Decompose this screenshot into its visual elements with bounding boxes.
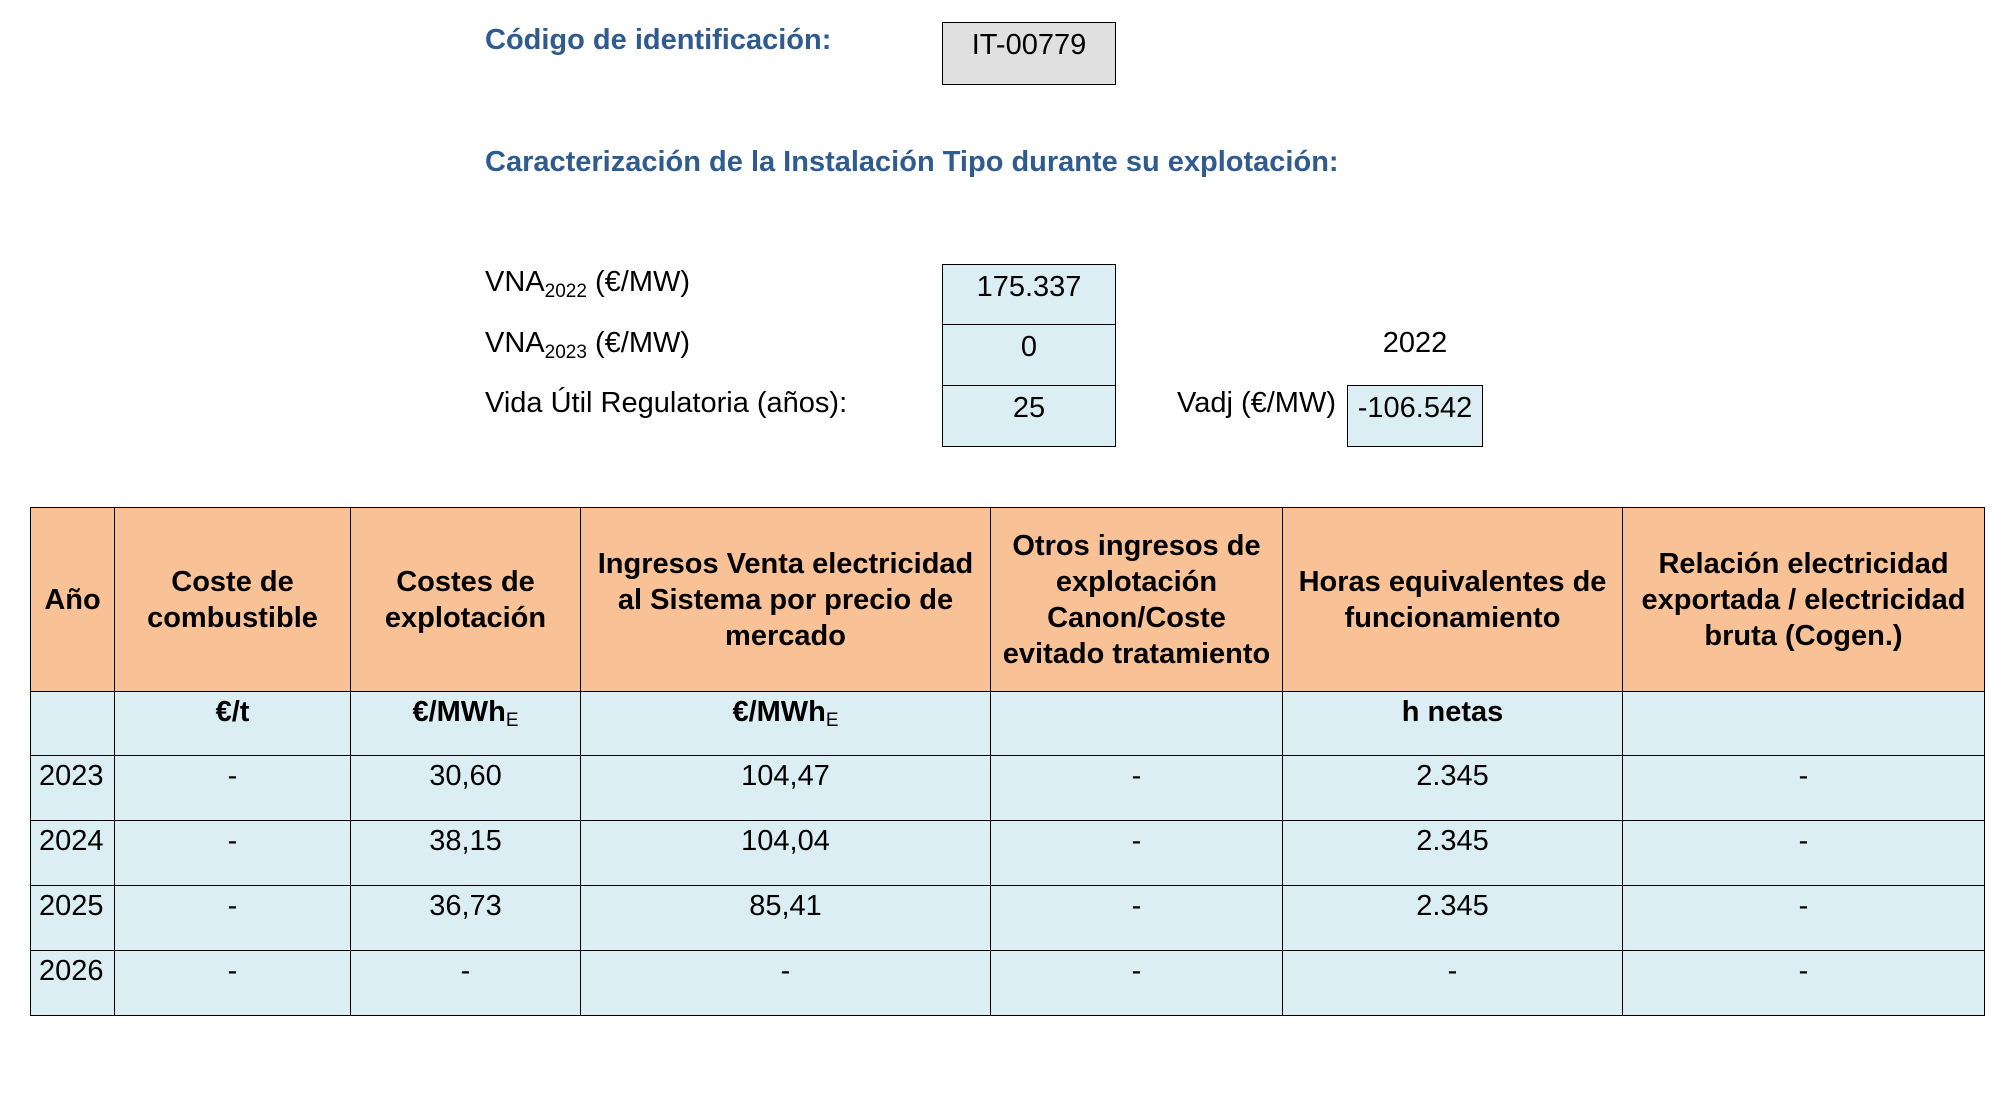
table-cell: - (114, 885, 351, 951)
table-cell: 36,73 (350, 885, 581, 951)
table-cell: - (114, 950, 351, 1016)
table-cell: 2.345 (1282, 820, 1623, 886)
vida-util-value: 25 (942, 385, 1116, 447)
table-row: 2026 - - - - - - (30, 950, 1985, 1016)
id-label: Código de identificación: (485, 24, 832, 56)
table-cell: - (990, 820, 1283, 886)
vna2022-value: 175.337 (942, 264, 1116, 326)
table-cell: 85,41 (580, 885, 991, 951)
table-cell: - (990, 755, 1283, 821)
unit-cell: h netas (1282, 691, 1623, 756)
year-cell: 2025 (30, 885, 115, 951)
col-header-fuel-cost: Coste de combustible (114, 507, 351, 692)
col-header-year: Año (30, 507, 115, 692)
col-header-equivalent-hours: Horas equivalentes de funcionamiento (1282, 507, 1623, 692)
col-header-other-income: Otros ingresos de explotación Canon/Cost… (990, 507, 1283, 692)
table-row: 2024 - 38,15 104,04 - 2.345 - (30, 820, 1985, 886)
vadj-label: Vadj (€/MW) (1177, 387, 1336, 419)
table-cell: 38,15 (350, 820, 581, 886)
table-cell: - (580, 950, 991, 1016)
table-cell: 2.345 (1282, 885, 1623, 951)
table-cell: - (1622, 755, 1985, 821)
col-header-market-income: Ingresos Venta electricidad al Sistema p… (580, 507, 991, 692)
vna2023-label: VNA2023 (€/MW) (485, 327, 691, 363)
table-cell: - (1282, 950, 1623, 1016)
table-cell: - (990, 885, 1283, 951)
col-header-operating-cost: Costes de explotación (350, 507, 581, 692)
table-header-row: Año Coste de combustible Costes de explo… (30, 507, 1985, 692)
unit-cell: €/t (114, 691, 351, 756)
table-cell: - (1622, 885, 1985, 951)
unit-cell: €/MWhE (350, 691, 581, 756)
reference-year: 2022 (1382, 327, 1448, 359)
vadj-value: -106.542 (1347, 385, 1483, 447)
unit-cell (1622, 691, 1985, 756)
table-cell: - (350, 950, 581, 1016)
table-cell: 2.345 (1282, 755, 1623, 821)
year-cell: 2023 (30, 755, 115, 821)
units-row: €/t €/MWhE €/MWhE h netas (30, 691, 1985, 756)
unit-cell (990, 691, 1283, 756)
table-row: 2023 - 30,60 104,47 - 2.345 - (30, 755, 1985, 821)
vna2022-label: VNA2022 (€/MW) (485, 266, 691, 302)
table-cell: 104,47 (580, 755, 991, 821)
year-cell: 2024 (30, 820, 115, 886)
section-title: Caracterización de la Instalación Tipo d… (485, 146, 1339, 178)
unit-cell: €/MWhE (580, 691, 991, 756)
year-cell: 2026 (30, 950, 115, 1016)
table-cell: - (1622, 950, 1985, 1016)
exploitation-table: Año Coste de combustible Costes de explo… (30, 507, 1985, 1016)
table-cell: 30,60 (350, 755, 581, 821)
table-cell: - (990, 950, 1283, 1016)
col-header-electricity-ratio: Relación electricidad exportada / electr… (1622, 507, 1985, 692)
id-value-box: IT-00779 (942, 22, 1116, 85)
table-cell: 104,04 (580, 820, 991, 886)
table-row: 2025 - 36,73 85,41 - 2.345 - (30, 885, 1985, 951)
table-cell: - (114, 820, 351, 886)
vida-util-label: Vida Útil Regulatoria (años): (485, 387, 848, 419)
table-cell: - (1622, 820, 1985, 886)
vna2023-value: 0 (942, 324, 1116, 386)
table-cell: - (114, 755, 351, 821)
unit-cell (30, 691, 115, 756)
